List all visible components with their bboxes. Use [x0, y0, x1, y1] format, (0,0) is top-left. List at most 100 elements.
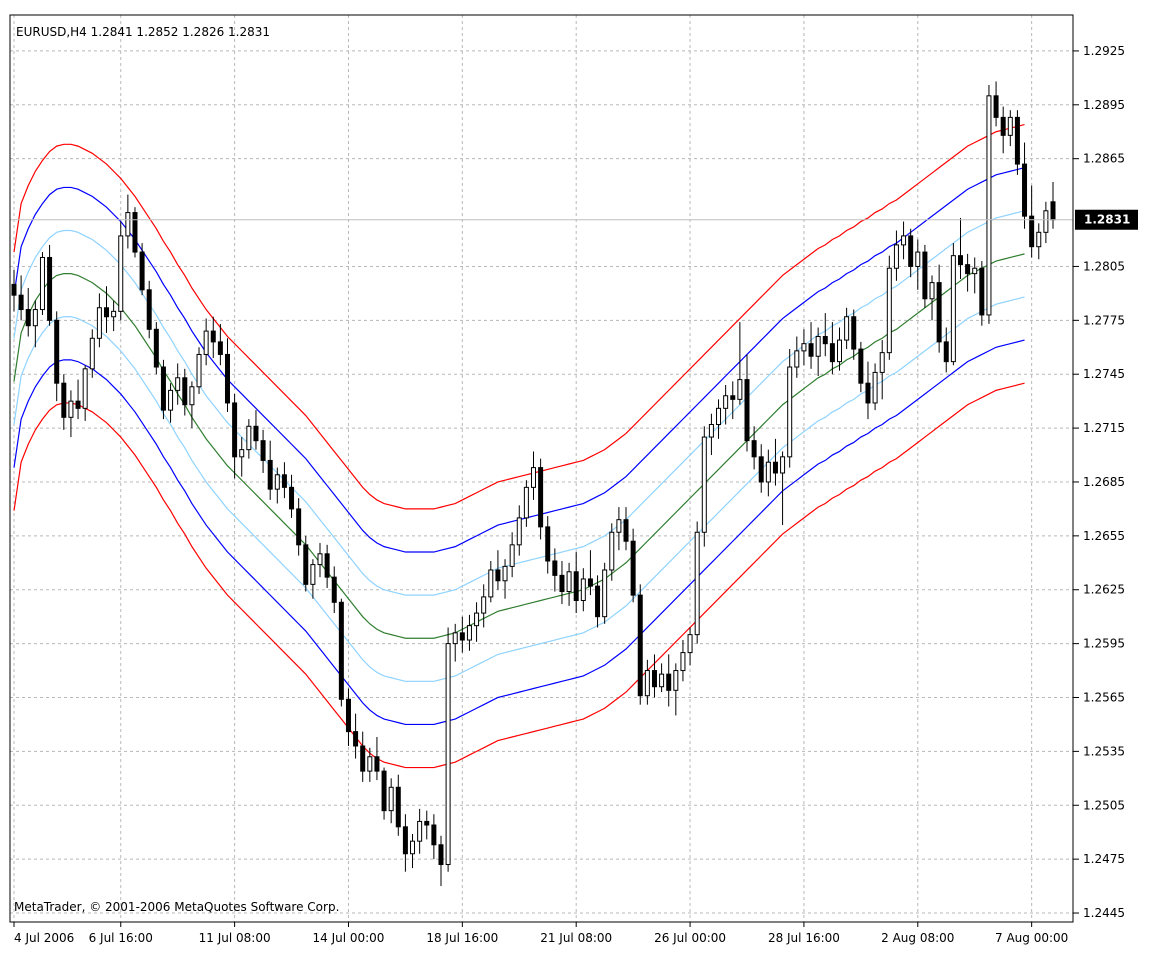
candle-body	[438, 844, 444, 866]
candle-body	[459, 632, 465, 641]
candlestick	[609, 523, 615, 581]
candlestick	[82, 365, 88, 421]
y-tick-label: 1.2805	[1083, 259, 1125, 273]
candle-body	[580, 578, 586, 602]
candlestick	[175, 363, 181, 405]
candlestick	[986, 85, 992, 324]
candlestick	[787, 349, 793, 468]
candlestick	[865, 361, 871, 420]
candlestick	[516, 505, 522, 556]
candlestick	[644, 659, 650, 705]
candlestick	[730, 381, 736, 420]
candlestick	[716, 399, 722, 439]
candle-body	[694, 531, 700, 636]
candlestick	[573, 552, 579, 614]
candlestick	[224, 338, 230, 412]
y-axis: 1.2925 1.2895 1.2865 1.2805 1.2775 1.2745 1.27…	[1073, 44, 1125, 920]
x-tick-label: 14 Jul 00:00	[312, 931, 384, 945]
candlestick	[523, 480, 529, 527]
candle-body	[402, 826, 408, 855]
candlestick	[232, 393, 238, 479]
candle-body	[132, 212, 138, 253]
indicator-line-5	[13, 382, 1025, 769]
candle-body	[531, 467, 536, 488]
candle-body	[659, 673, 665, 688]
candlestick	[281, 462, 287, 499]
candlestick	[239, 437, 245, 477]
candlestick	[901, 221, 907, 260]
y-tick-label: 1.2505	[1083, 798, 1125, 812]
candle-body	[780, 456, 786, 474]
candle-body	[481, 596, 487, 614]
candle-body	[922, 251, 928, 300]
candlestick	[374, 737, 380, 781]
candle-body	[267, 459, 273, 490]
candle-body	[146, 289, 152, 330]
candlestick	[47, 244, 53, 326]
candle-body	[602, 569, 608, 618]
candle-body	[160, 366, 166, 411]
candlestick	[580, 568, 586, 612]
candlestick	[289, 474, 295, 518]
candle-body	[374, 756, 380, 772]
candlestick	[96, 293, 102, 348]
candle-body	[708, 423, 714, 438]
candle-body	[751, 440, 757, 458]
candlestick	[1029, 185, 1035, 258]
candle-body	[787, 366, 793, 458]
candle-body	[303, 544, 309, 585]
candlestick	[75, 379, 81, 420]
candlestick	[125, 194, 131, 249]
x-tick-label: 11 Jul 08:00	[199, 931, 271, 945]
x-tick-label: 21 Jul 08:00	[540, 931, 612, 945]
candle-body	[666, 673, 672, 691]
candle-body	[310, 564, 316, 585]
candlestick	[908, 228, 914, 278]
y-tick-label: 1.2535	[1083, 744, 1125, 758]
candle-body	[559, 574, 565, 593]
candle-body	[957, 255, 963, 266]
candle-body	[644, 670, 650, 697]
candlestick	[957, 217, 963, 280]
candlestick	[438, 835, 444, 887]
candlestick	[879, 340, 885, 400]
candlestick	[431, 814, 437, 860]
candlestick	[360, 731, 366, 782]
candle-body	[979, 267, 985, 316]
candle-body	[217, 341, 223, 355]
candlestick	[111, 300, 117, 332]
candlestick	[189, 381, 195, 429]
candlestick	[538, 458, 544, 540]
candlestick	[1007, 110, 1013, 147]
candlestick	[822, 313, 828, 357]
candle-body	[616, 519, 622, 533]
candlestick	[310, 559, 316, 599]
candlestick	[623, 507, 629, 551]
candle-body	[68, 400, 74, 418]
candles-layer	[11, 81, 1056, 887]
candlestick	[417, 808, 423, 854]
candlestick	[104, 286, 110, 333]
y-tick-label: 1.2565	[1083, 690, 1125, 704]
candle-body	[182, 377, 188, 406]
candle-body	[687, 634, 693, 654]
candlestick	[317, 543, 323, 578]
candle-body	[11, 283, 17, 296]
candlestick	[168, 383, 174, 423]
candle-body	[1050, 201, 1056, 221]
candlestick	[402, 814, 408, 872]
candle-body	[630, 540, 636, 596]
candle-body	[701, 436, 707, 533]
candlestick	[708, 413, 714, 456]
candle-body	[210, 330, 216, 343]
candlestick	[217, 323, 223, 366]
grid-layer	[10, 15, 1073, 922]
candlestick	[929, 275, 935, 321]
candlestick	[666, 654, 672, 707]
candlestick	[531, 451, 536, 500]
candlestick	[780, 451, 786, 526]
candle-body	[239, 449, 245, 458]
candle-body	[39, 256, 45, 311]
candle-body	[61, 382, 67, 418]
